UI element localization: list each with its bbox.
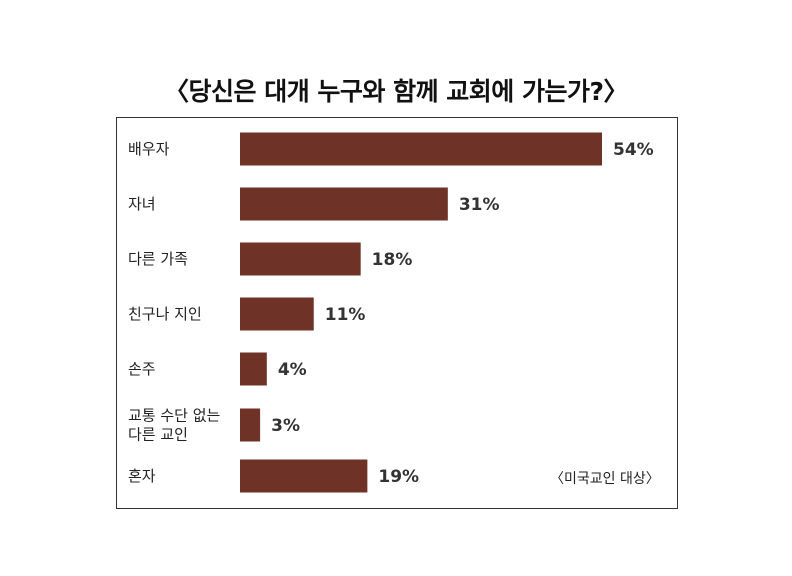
category-label-6: 혼자 bbox=[128, 467, 156, 485]
category-label-3: 친구나 지인 bbox=[128, 305, 202, 323]
bar-0 bbox=[240, 132, 602, 166]
value-label-1: 31% bbox=[459, 195, 500, 215]
value-label-2: 18% bbox=[372, 250, 413, 270]
category-label-1: 자녀 bbox=[128, 195, 156, 213]
bar-5 bbox=[240, 408, 261, 442]
bar-1 bbox=[240, 187, 448, 221]
bar-3 bbox=[240, 297, 314, 331]
value-label-0: 54% bbox=[613, 140, 654, 160]
chart-title: 〈당신은 대개 누구와 함께 교회에 가는가?〉 bbox=[163, 77, 629, 106]
category-label-2: 다른 가족 bbox=[128, 250, 188, 268]
category-label-5-line-0: 교통 수단 없는 bbox=[128, 407, 221, 425]
value-label-4: 4% bbox=[278, 360, 307, 380]
bar-6 bbox=[240, 459, 368, 493]
category-label-4: 손주 bbox=[128, 360, 156, 378]
chart-frame bbox=[116, 117, 678, 509]
value-label-3: 11% bbox=[325, 305, 366, 325]
bar-4 bbox=[240, 352, 267, 386]
value-label-6: 19% bbox=[378, 467, 419, 487]
chart-note: 〈미국교인 대상〉 bbox=[550, 471, 660, 487]
category-label-5-line-1: 다른 교인 bbox=[128, 426, 188, 444]
category-label-0: 배우자 bbox=[128, 140, 170, 158]
bar-2 bbox=[240, 242, 361, 276]
value-label-5: 3% bbox=[271, 416, 300, 436]
